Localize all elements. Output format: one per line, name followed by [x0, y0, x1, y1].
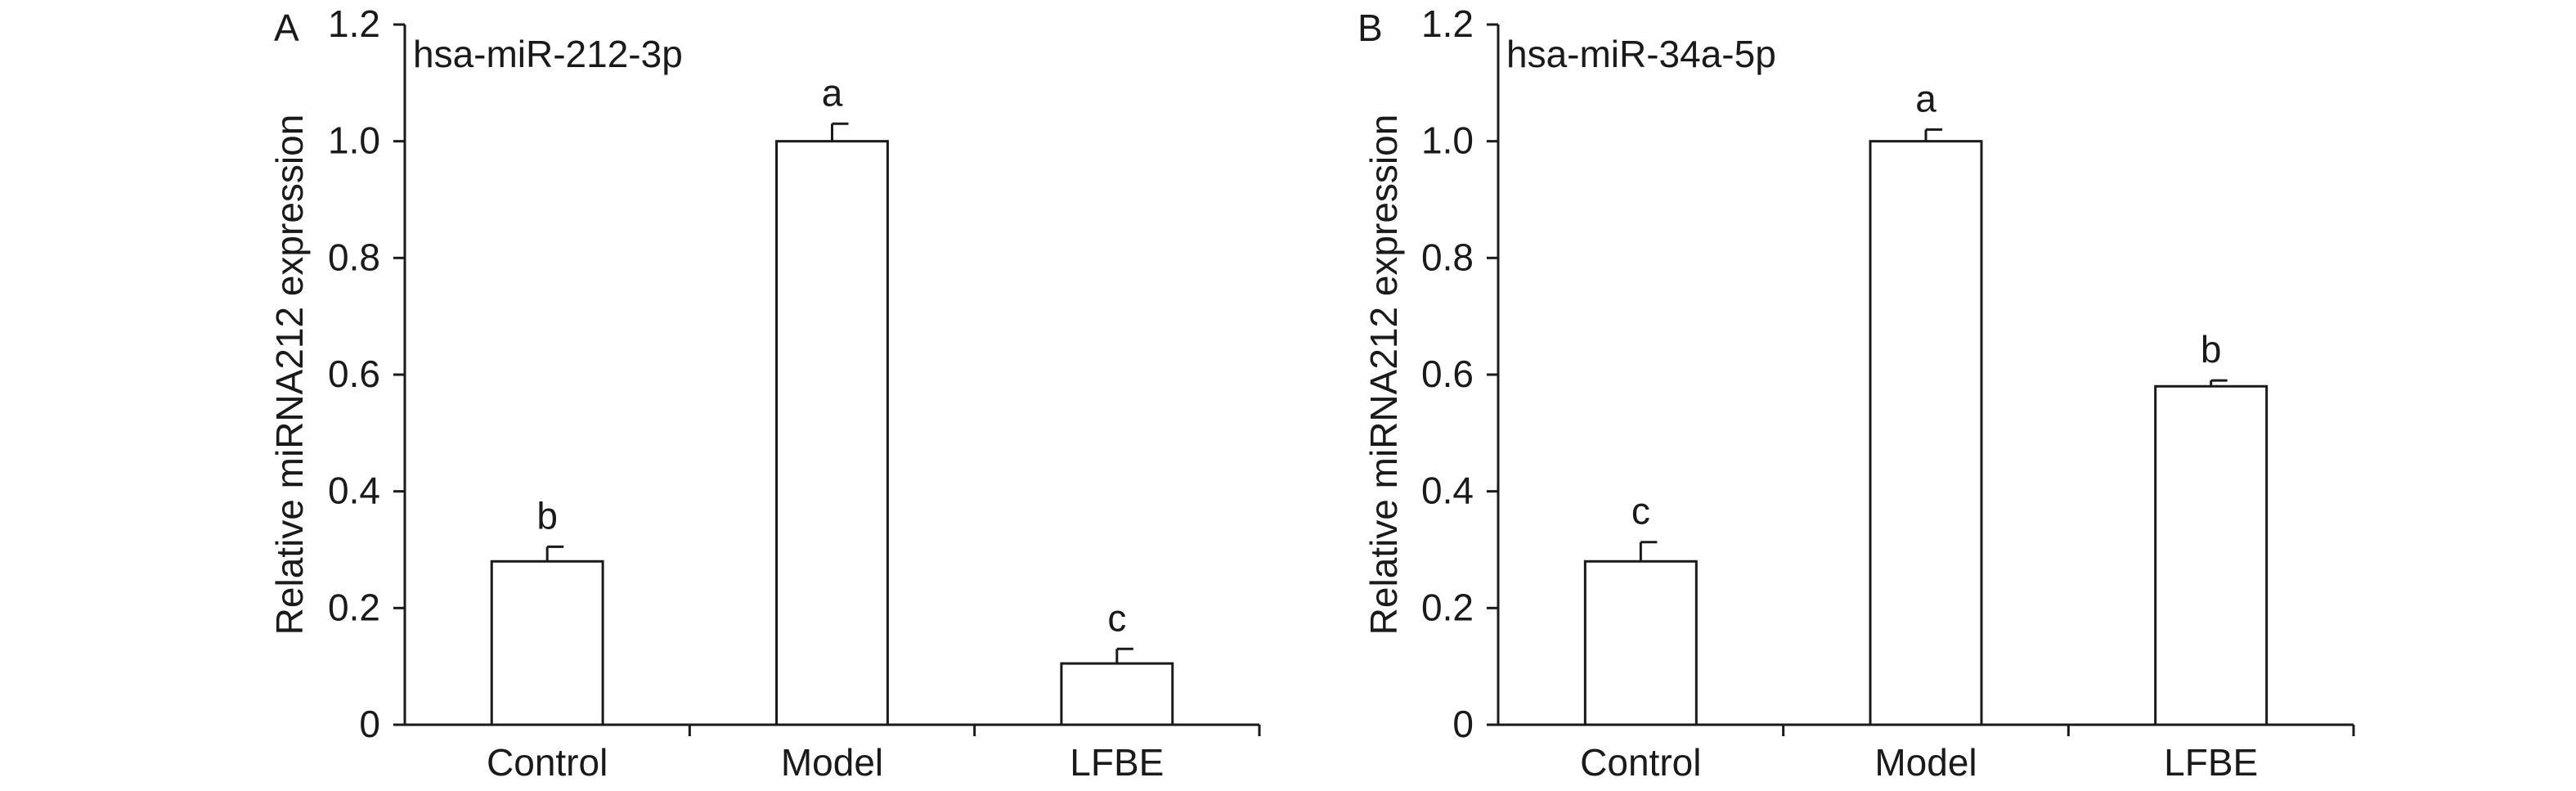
- significance-letter: a: [822, 71, 843, 114]
- y-tick-label: 0.8: [328, 236, 380, 278]
- y-tick-label: 1.2: [1421, 2, 1474, 45]
- significance-letter: b: [536, 494, 558, 537]
- panel-label: A: [274, 7, 299, 49]
- x-tick-label: Model: [781, 741, 883, 784]
- significance-letter: a: [1915, 77, 1936, 119]
- panel-a: A 0 0.2 0.4 0.6 0.8 1.0 1.2 b Control a Model c LFBE h…: [268, 2, 1261, 784]
- y-tick-label: 0: [359, 703, 380, 745]
- y-tick-label: 0.4: [328, 470, 380, 512]
- bar: [1583, 560, 1698, 726]
- y-tick-label: 0.2: [328, 586, 380, 628]
- y-tick-label: 0.6: [328, 353, 380, 395]
- significance-letter: c: [1107, 596, 1126, 639]
- bar: [1869, 140, 1983, 726]
- y-tick-label: 1.2: [328, 2, 380, 45]
- bar: [490, 560, 604, 726]
- x-tick-label: LFBE: [1070, 741, 1164, 784]
- panel-b: B 0 0.2 0.4 0.6 0.8 1.0 1.2 c Control a Model b LFBE h…: [1358, 2, 2355, 784]
- y-axis-label: Relative miRNA212 expression: [1362, 115, 1405, 636]
- y-axis-label: Relative miRNA212 expression: [268, 115, 311, 636]
- bar: [2154, 384, 2269, 726]
- x-tick-label: LFBE: [2164, 741, 2258, 784]
- significance-letter: b: [2201, 328, 2222, 371]
- x-tick-label: Model: [1874, 741, 1977, 784]
- bar: [775, 140, 889, 726]
- y-tick-label: 0.6: [1421, 353, 1474, 395]
- y-tick-label: 0.8: [1421, 236, 1474, 278]
- chart-title: hsa-miR-212-3p: [413, 33, 683, 75]
- significance-letter: c: [1631, 490, 1650, 533]
- y-tick-label: 1.0: [1421, 119, 1474, 162]
- y-tick-label: 0.4: [1421, 470, 1474, 512]
- chart-title: hsa-miR-34a-5p: [1506, 33, 1776, 75]
- x-tick-label: Control: [1580, 741, 1701, 784]
- bar: [1060, 662, 1174, 726]
- x-tick-label: Control: [487, 741, 608, 784]
- y-tick-label: 0: [1452, 703, 1474, 745]
- y-tick-label: 1.0: [328, 119, 380, 162]
- y-tick-label: 0.2: [1421, 586, 1474, 628]
- panel-label: B: [1358, 7, 1383, 49]
